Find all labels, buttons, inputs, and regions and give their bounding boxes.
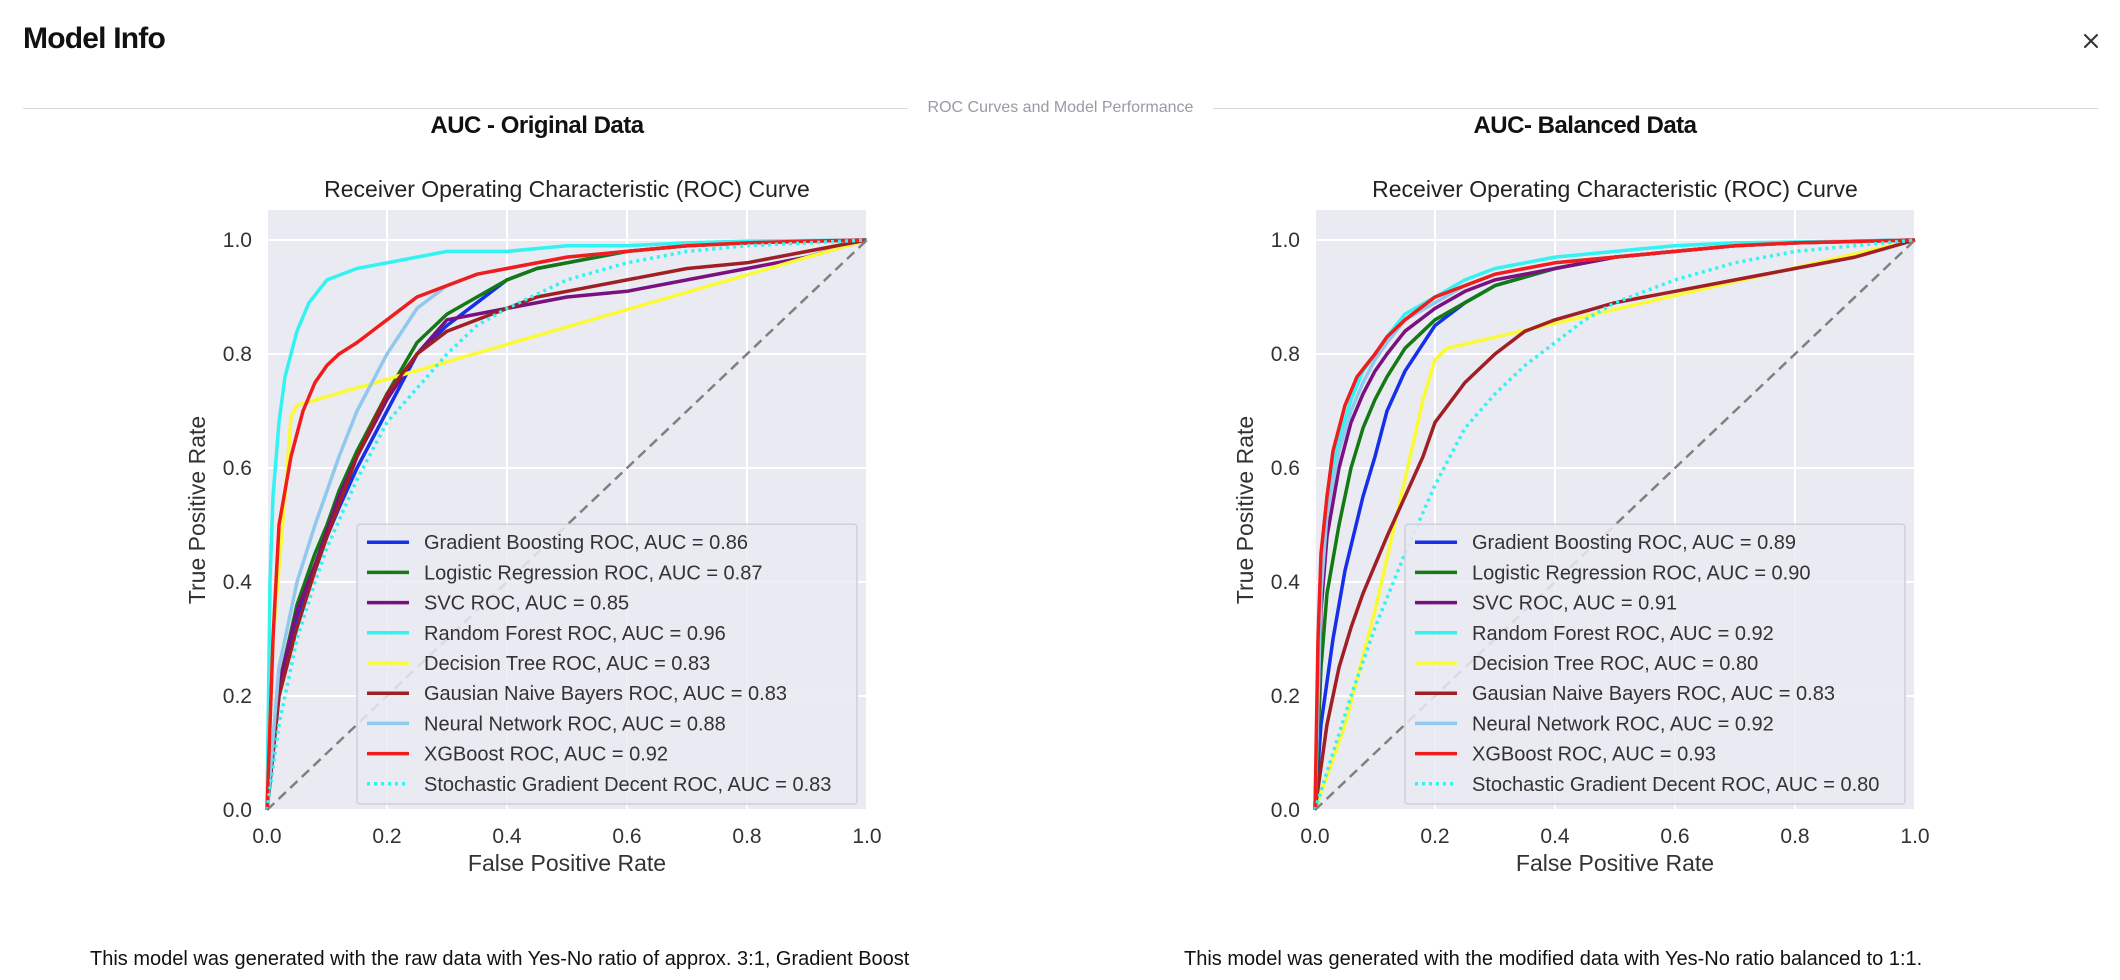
x-tick-label: 0.6: [1660, 825, 1689, 848]
caption-balanced: This model was generated with the modifi…: [1184, 948, 1923, 970]
y-tick-label: 0.8: [1271, 343, 1300, 366]
legend-label: Logistic Regression ROC, AUC = 0.90: [1472, 562, 1811, 584]
y-tick-label: 1.0: [1271, 229, 1300, 252]
series-line: [265, 238, 868, 811]
divider-line-left: [23, 108, 908, 109]
x-tick-label: 0.0: [1300, 825, 1329, 848]
y-axis-label: True Positive Rate: [184, 416, 210, 604]
page-title: Model Info: [23, 22, 166, 55]
legend: Gradient Boosting ROC, AUC = 0.86 Logisti…: [356, 523, 858, 805]
series-line: [1313, 238, 1916, 811]
legend-label: Gradient Boosting ROC, AUC = 0.86: [424, 532, 748, 554]
y-axis-label: True Positive Rate: [1232, 416, 1258, 604]
y-tick-label: 0.6: [1271, 457, 1300, 480]
series-line: [265, 238, 868, 811]
legend-label: Gausian Naive Bayers ROC, AUC = 0.83: [1472, 683, 1835, 705]
caption-original: This model was generated with the raw da…: [90, 948, 910, 970]
series-line: [1313, 238, 1916, 811]
y-tick-label: 0.2: [1271, 685, 1300, 708]
series-line: [265, 238, 868, 811]
section-label: ROC Curves and Model Performance: [927, 99, 1194, 116]
chart-title: Receiver Operating Characteristic (ROC) …: [1372, 176, 1858, 202]
y-tick-label: 0.2: [223, 685, 252, 708]
x-tick-label: 0.2: [1420, 825, 1449, 848]
roc-chart-original: Receiver Operating Characteristic (ROC) …: [184, 176, 882, 876]
close-icon: [2084, 34, 2098, 48]
x-tick-label: 0.2: [372, 825, 401, 848]
x-tick-label: 0.8: [732, 825, 761, 848]
roc-chart-balanced: Receiver Operating Characteristic (ROC) …: [1232, 176, 1930, 876]
x-axis-label: False Positive Rate: [1516, 850, 1714, 876]
series-line: [1313, 238, 1916, 811]
legend-box: [356, 523, 858, 805]
legend-label: XGBoost ROC, AUC = 0.93: [1472, 744, 1716, 766]
x-tick-label: 1.0: [1900, 825, 1929, 848]
y-tick-label: 0.4: [223, 571, 253, 594]
panel-title-balanced: AUC- Balanced Data: [1473, 112, 1697, 139]
legend-label: Stochastic Gradient Decent ROC, AUC = 0.…: [1472, 774, 1879, 796]
legend-label: Gradient Boosting ROC, AUC = 0.89: [1472, 532, 1796, 554]
series-line: [1313, 238, 1916, 811]
legend-label: Decision Tree ROC, AUC = 0.83: [424, 653, 710, 675]
legend: Gradient Boosting ROC, AUC = 0.89 Logisti…: [1404, 523, 1906, 805]
chart-title: Receiver Operating Characteristic (ROC) …: [324, 176, 810, 202]
section-divider: ROC Curves and Model Performance: [23, 97, 2098, 119]
y-tick-label: 0.6: [223, 457, 252, 480]
close-button[interactable]: [2075, 25, 2107, 57]
legend-label: XGBoost ROC, AUC = 0.92: [424, 744, 668, 766]
x-tick-label: 0.8: [1780, 825, 1809, 848]
y-tick-label: 0.0: [223, 799, 252, 822]
legend-label: SVC ROC, AUC = 0.85: [424, 593, 629, 615]
x-axis-label: False Positive Rate: [468, 850, 666, 876]
x-tick-label: 1.0: [852, 825, 881, 848]
panel-title-original: AUC - Original Data: [430, 112, 644, 139]
legend-label: Stochastic Gradient Decent ROC, AUC = 0.…: [424, 774, 831, 796]
legend-label: Decision Tree ROC, AUC = 0.80: [1472, 653, 1758, 675]
legend-box: [1404, 523, 1906, 805]
legend-label: Neural Network ROC, AUC = 0.88: [424, 713, 726, 735]
divider-line-right: [1213, 108, 2098, 109]
legend-label: Gausian Naive Bayers ROC, AUC = 0.83: [424, 683, 787, 705]
x-tick-label: 0.4: [1540, 825, 1570, 848]
y-tick-label: 0.8: [223, 343, 252, 366]
y-tick-label: 0.4: [1271, 571, 1301, 594]
legend-label: Random Forest ROC, AUC = 0.96: [424, 623, 726, 645]
legend-label: Neural Network ROC, AUC = 0.92: [1472, 713, 1774, 735]
y-tick-label: 1.0: [223, 229, 252, 252]
y-tick-label: 0.0: [1271, 799, 1300, 822]
series-line: [265, 238, 868, 811]
x-tick-label: 0.4: [492, 825, 522, 848]
x-tick-label: 0.6: [612, 825, 641, 848]
x-tick-label: 0.0: [252, 825, 281, 848]
legend-label: Logistic Regression ROC, AUC = 0.87: [424, 562, 763, 584]
legend-label: SVC ROC, AUC = 0.91: [1472, 593, 1677, 615]
series-line: [265, 238, 868, 811]
series-line: [1313, 238, 1916, 811]
legend-label: Random Forest ROC, AUC = 0.92: [1472, 623, 1774, 645]
